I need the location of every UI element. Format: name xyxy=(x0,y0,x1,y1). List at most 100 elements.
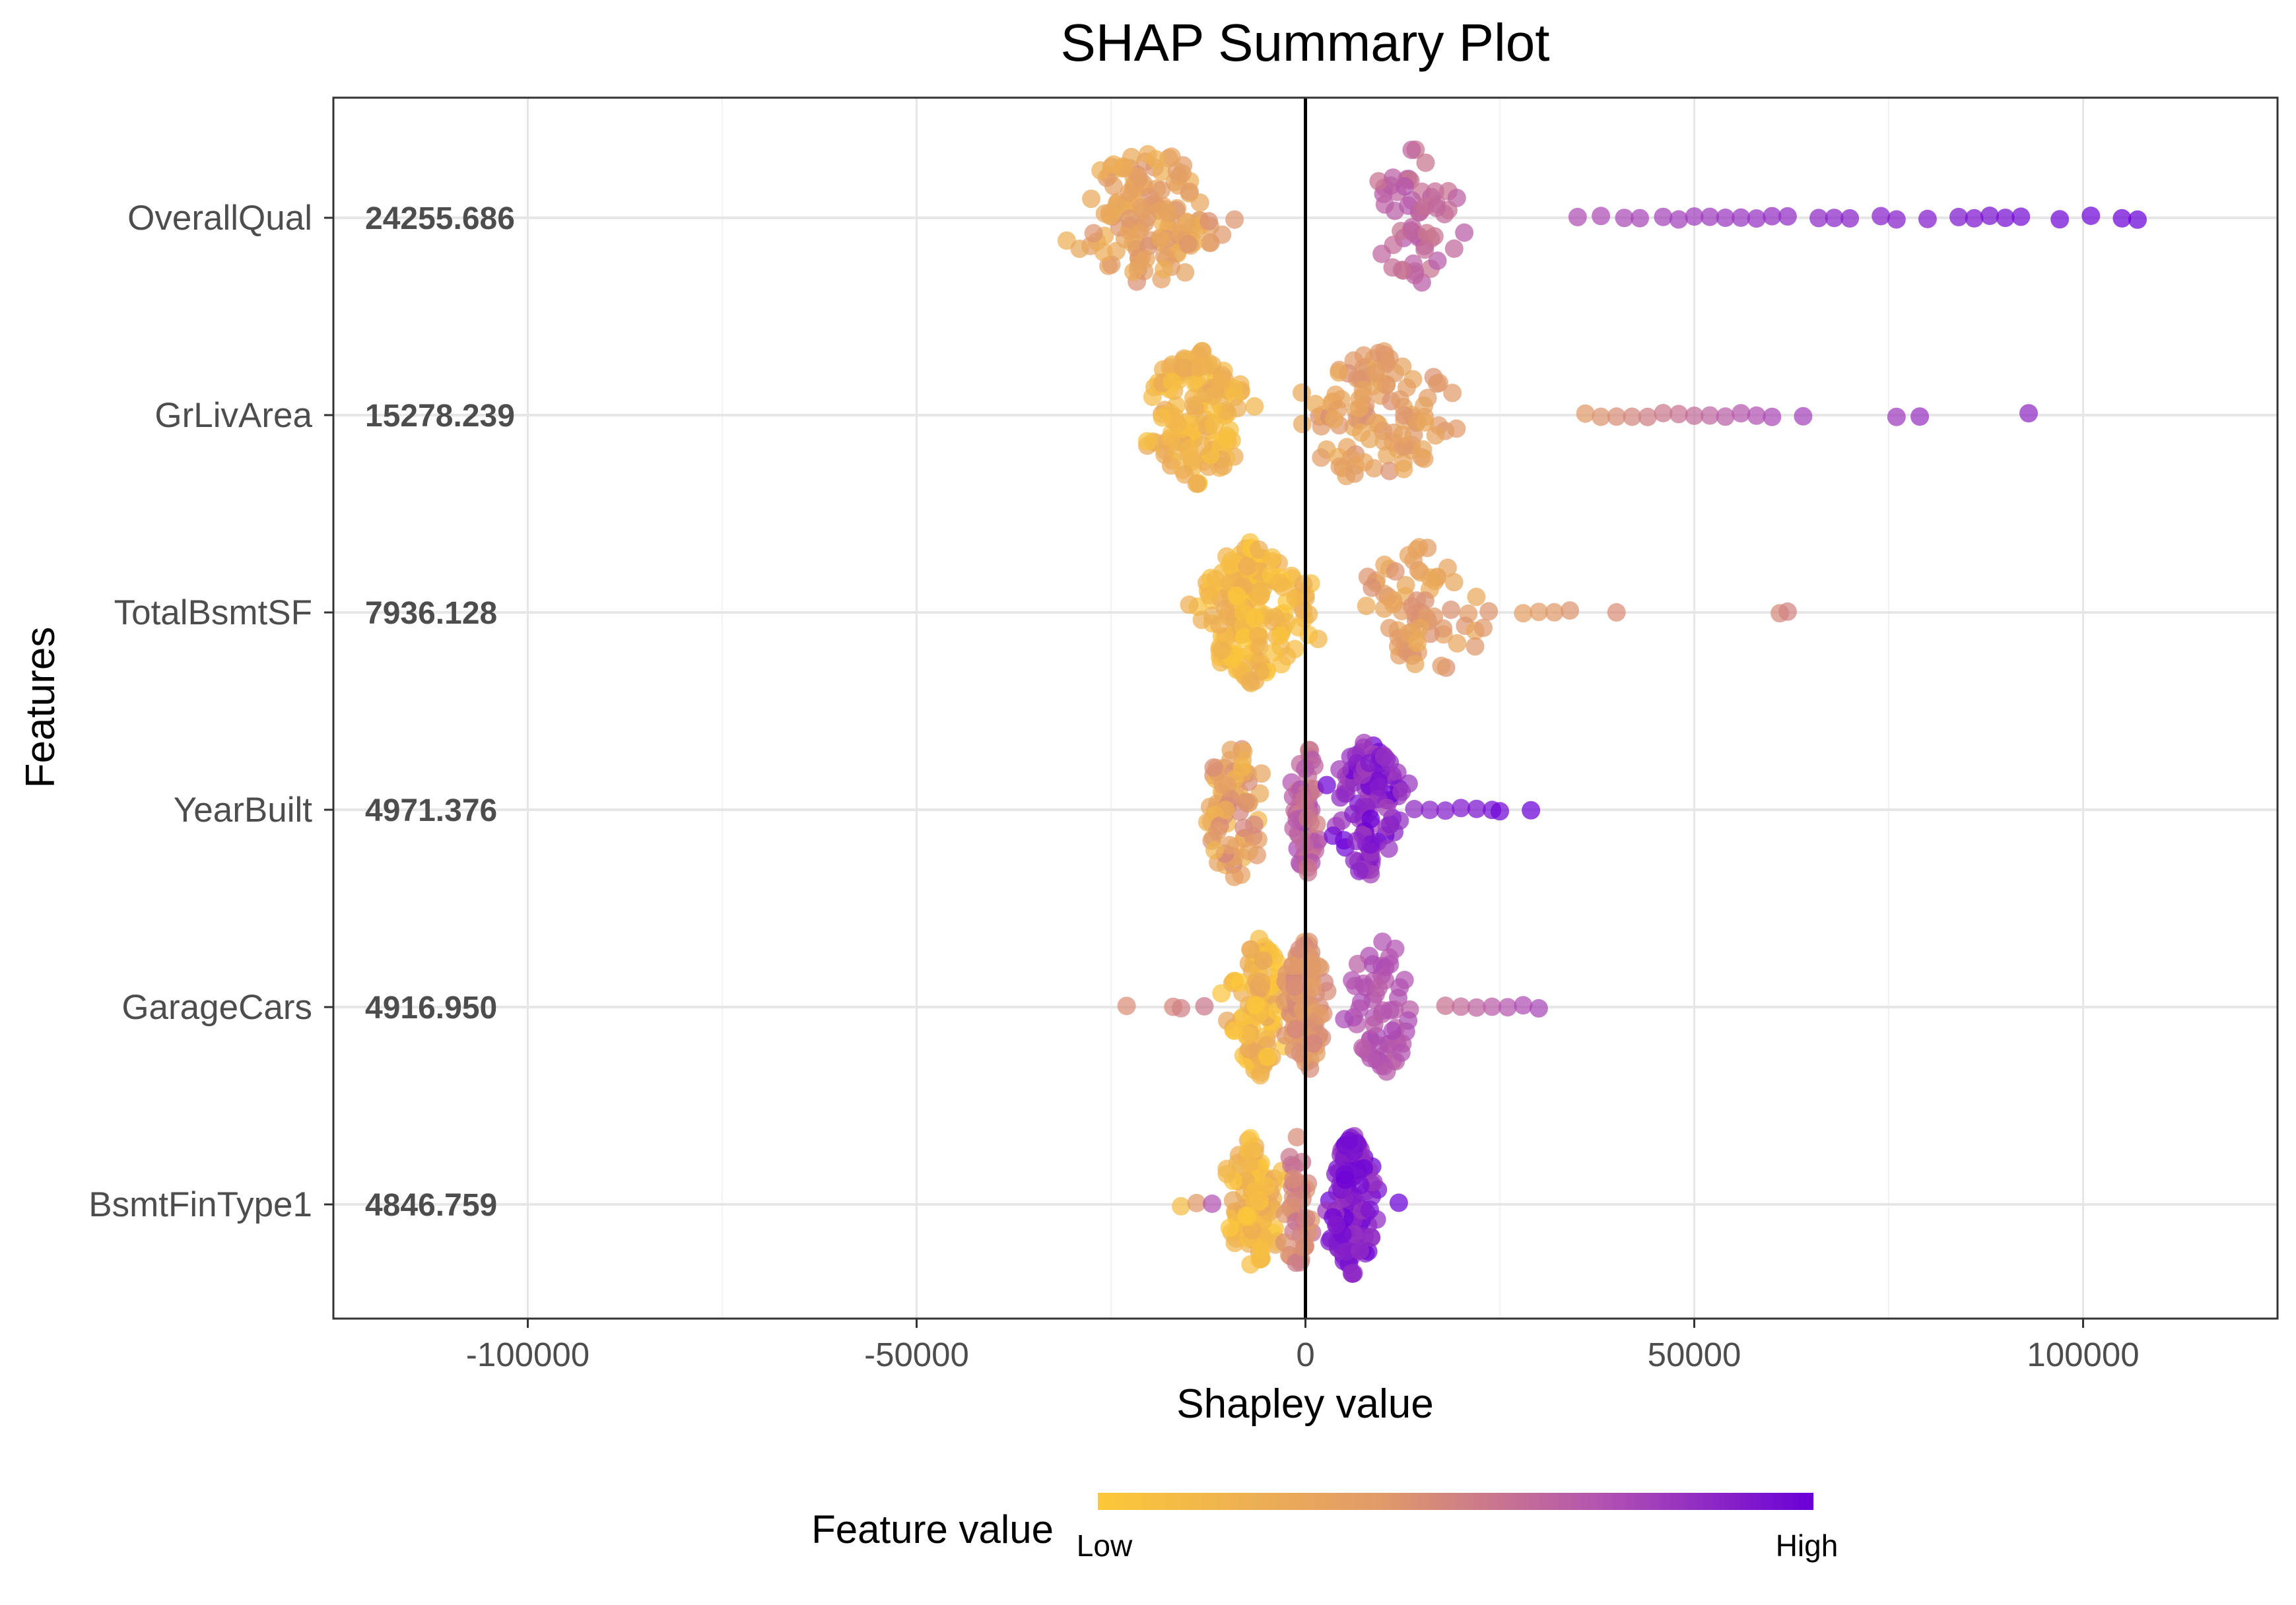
shap-point xyxy=(1354,346,1373,365)
x-tick-label: 100000 xyxy=(2027,1336,2139,1373)
shap-point xyxy=(1351,1175,1370,1195)
shap-point xyxy=(1369,979,1388,998)
shap-point xyxy=(1825,209,1844,228)
shap-point xyxy=(1430,374,1448,393)
shap-point xyxy=(1238,556,1257,575)
x-tick-label: 50000 xyxy=(1648,1336,1741,1373)
shap-point xyxy=(1392,782,1411,801)
shap-point xyxy=(1245,608,1264,628)
shap-point xyxy=(1631,209,1649,228)
shap-point xyxy=(1120,209,1139,228)
shap-point xyxy=(1623,407,1642,426)
shap-point xyxy=(1172,999,1190,1018)
shap-point xyxy=(1363,955,1382,974)
shap-point xyxy=(1872,207,1891,226)
shap-point xyxy=(1408,634,1427,653)
x-tick-label: 0 xyxy=(1296,1336,1314,1373)
shap-point xyxy=(1405,800,1424,818)
shap-point xyxy=(1330,760,1349,779)
shap-point xyxy=(1380,348,1399,368)
shap-point xyxy=(1225,867,1244,886)
shap-point xyxy=(1561,601,1579,620)
shap-point xyxy=(1283,956,1302,975)
shap-point xyxy=(2050,210,2070,229)
x-tick-label: -100000 xyxy=(466,1336,590,1373)
mean-abs-shap-label: 15278.239 xyxy=(365,399,515,434)
shap-point xyxy=(1390,390,1409,409)
shap-point xyxy=(1415,240,1435,259)
shap-point xyxy=(1615,209,1634,228)
shap-point xyxy=(1716,407,1735,426)
shap-point xyxy=(1353,380,1372,399)
shap-point xyxy=(1312,448,1331,467)
shap-point xyxy=(1199,212,1218,231)
shap-point xyxy=(1159,204,1178,222)
shap-point xyxy=(1747,209,1766,228)
shap-point xyxy=(1248,626,1267,645)
shap-point xyxy=(1638,407,1657,426)
shap-point xyxy=(1455,223,1474,242)
legend-title: Feature value xyxy=(811,1507,1054,1552)
shap-point xyxy=(1394,459,1413,478)
shap-point xyxy=(1474,618,1493,638)
color-legend: Feature value Low High xyxy=(811,1493,1838,1563)
shap-point xyxy=(1383,1021,1402,1040)
shap-point xyxy=(1203,1195,1222,1213)
shap-point xyxy=(1163,372,1182,391)
shap-point xyxy=(1466,637,1485,656)
shap-point xyxy=(1568,207,1587,226)
shap-point xyxy=(1195,997,1214,1016)
shap-point xyxy=(1778,602,1797,621)
shap-point xyxy=(1370,777,1388,797)
shap-point xyxy=(1252,585,1271,604)
shap-point xyxy=(1217,1164,1236,1183)
shap-point xyxy=(1130,255,1149,274)
shap-point xyxy=(1370,1036,1389,1055)
shap-point xyxy=(1344,1264,1363,1283)
shap-point xyxy=(1348,954,1367,973)
shap-point xyxy=(1178,213,1197,232)
shap-point xyxy=(1980,207,2000,225)
shap-point xyxy=(1483,997,1502,1016)
shap-point xyxy=(1339,1131,1358,1150)
shap-point xyxy=(1252,973,1271,992)
shap-point xyxy=(1355,453,1374,472)
feature-labels: OverallQual 24255.686 GrLivArea 15278.239 To… xyxy=(88,199,515,1224)
shap-point xyxy=(1763,207,1782,226)
shap-point xyxy=(1082,189,1100,209)
shap-point xyxy=(1225,1022,1244,1040)
mean-abs-shap-label: 7936.128 xyxy=(365,596,497,631)
mean-abs-shap-label: 4916.950 xyxy=(365,991,497,1026)
mean-abs-shap-label: 24255.686 xyxy=(365,201,515,236)
shap-point xyxy=(1258,1047,1277,1066)
shap-point xyxy=(1514,996,1533,1015)
shap-point xyxy=(1120,183,1139,202)
shap-point xyxy=(1403,597,1421,616)
shap-point xyxy=(2011,207,2031,226)
shap-point xyxy=(1448,634,1467,653)
shap-point xyxy=(1701,406,1720,425)
shap-point xyxy=(2112,209,2132,228)
shap-point xyxy=(1232,758,1252,777)
shap-point xyxy=(1592,407,1611,426)
shap-point xyxy=(1220,835,1239,855)
shap-point xyxy=(1421,801,1439,820)
shap-point xyxy=(1228,399,1247,418)
shap-point xyxy=(1522,801,1541,820)
shap-point xyxy=(1237,1206,1256,1225)
shap-point xyxy=(1309,830,1328,849)
shap-point xyxy=(1293,414,1312,434)
shap-point xyxy=(1245,397,1264,416)
shap-point xyxy=(1380,618,1399,638)
shap-point xyxy=(1234,628,1254,647)
shap-point xyxy=(1254,951,1273,970)
shap-point xyxy=(1204,758,1223,777)
shap-point xyxy=(1299,858,1318,877)
shap-point xyxy=(1244,815,1264,834)
shap-point xyxy=(1263,548,1281,567)
shap-point xyxy=(1216,801,1235,820)
shap-point xyxy=(1654,404,1673,422)
shap-point xyxy=(1293,1237,1312,1257)
shap-point xyxy=(1732,404,1751,423)
